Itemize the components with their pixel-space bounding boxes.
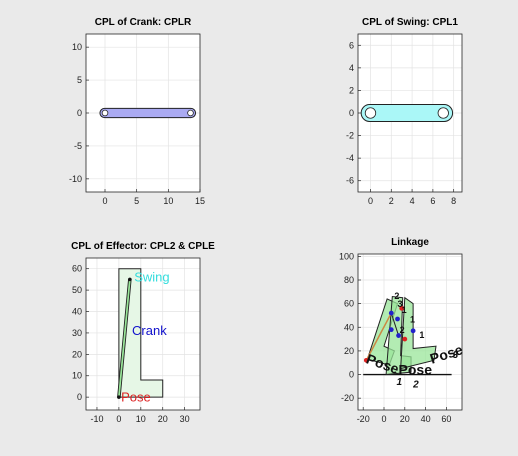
effector-panel: -10 0 10 20 30 0 10 20 30 40 50 60 CPL of Effector: …	[71, 241, 215, 424]
pin-joint	[364, 107, 377, 119]
joint-point	[388, 310, 394, 316]
x-tick-label: 8	[451, 196, 456, 206]
x-tick-label: -10	[90, 414, 103, 424]
y-tick-label: -6	[346, 176, 354, 186]
swing-panel: 0 2 4 6 8 -6 -4 -2 0 2 4 6 CPL of Swing: CPL1	[346, 17, 463, 206]
x-tick-label: 4	[410, 196, 415, 206]
y-tick-label: 100	[339, 251, 354, 261]
y-tick-label: 10	[72, 42, 82, 52]
y-tick-label: 0	[77, 392, 82, 402]
joint-label: 3	[398, 299, 403, 309]
coupler-link	[390, 312, 400, 336]
x-tick-label: 20	[400, 414, 410, 424]
y-tick-label: -2	[346, 131, 354, 141]
link-body	[360, 104, 454, 122]
joint-point	[399, 305, 405, 311]
crank-label: Crank	[132, 323, 167, 338]
y-tick-label: 40	[344, 322, 354, 332]
joint-point	[363, 357, 369, 363]
y-tick-label: 4	[349, 63, 354, 73]
axes-box	[357, 253, 463, 411]
x-tick-label: 0	[381, 414, 386, 424]
chart-title: CPL of Effector: CPL2 & CPLE	[71, 241, 215, 252]
link-body	[99, 107, 197, 119]
y-tick-label: -5	[74, 141, 82, 151]
y-tick-label: 10	[72, 371, 82, 381]
effector-outline	[118, 268, 164, 398]
crank-panel: 0 5 10 15 -10 -5 0 5 10 CPL of Crank: CPLR	[69, 17, 205, 206]
x-tick-label: 0	[368, 196, 373, 206]
y-tick-label: -10	[69, 174, 82, 184]
y-tick-label: 5	[77, 75, 82, 85]
x-tick-label: -20	[357, 414, 370, 424]
joint-point	[410, 328, 416, 334]
y-tick-label: 20	[72, 349, 82, 359]
pose-subscript: 2	[412, 380, 419, 391]
x-tick-label: 2	[389, 196, 394, 206]
joint-label: 2	[394, 291, 399, 301]
x-tick-label: 20	[158, 414, 168, 424]
joint-point	[402, 336, 408, 342]
joint-point	[396, 333, 401, 338]
y-tick-label: -20	[341, 393, 354, 403]
x-tick-label: 6	[430, 196, 435, 206]
pose-outline	[400, 296, 437, 370]
y-tick-label: 20	[344, 346, 354, 356]
joint-label: 1	[402, 305, 407, 315]
pin-joint	[437, 107, 449, 119]
x-tick-label: 10	[136, 414, 146, 424]
chart-title: CPL of Swing: CPL1	[362, 17, 458, 28]
axes-box	[85, 257, 201, 411]
y-tick-label: 0	[349, 108, 354, 118]
pin-joint	[101, 109, 109, 117]
pose-subscript: 3	[453, 350, 459, 361]
y-tick-label: 2	[349, 85, 354, 95]
x-tick-label: 15	[195, 196, 205, 206]
joint-label: 1	[410, 315, 415, 325]
y-tick-label: 6	[349, 40, 354, 50]
x-tick-label: 0	[116, 414, 121, 424]
y-tick-label: 60	[344, 299, 354, 309]
chart-title: CPL of Crank: CPLR	[95, 17, 192, 28]
joint-point	[395, 316, 400, 322]
pose-label: Pose	[121, 389, 151, 404]
x-tick-label: 60	[441, 414, 451, 424]
x-tick-label: 30	[180, 414, 190, 424]
y-tick-label: 30	[72, 328, 82, 338]
effector-pin	[117, 395, 121, 399]
y-tick-label: 60	[72, 264, 82, 274]
x-tick-label: 5	[134, 196, 139, 206]
y-tick-label: 80	[344, 275, 354, 285]
swing-label: Swing	[134, 270, 169, 285]
pose-subscript: 1	[396, 377, 402, 388]
pose-label: Pose	[399, 362, 433, 378]
joint-label: 2	[400, 325, 405, 335]
x-tick-label: 40	[421, 414, 431, 424]
joint-label: 1	[419, 330, 424, 340]
y-tick-label: 0	[349, 370, 354, 380]
y-tick-label: 0	[77, 108, 82, 118]
effector-pin	[128, 277, 132, 282]
y-tick-label: -4	[346, 153, 354, 163]
joint-point	[388, 327, 394, 333]
x-tick-label: 10	[163, 196, 173, 206]
x-tick-label: 0	[102, 196, 107, 206]
crank-link	[365, 312, 392, 361]
chart-title: Linkage	[391, 237, 429, 248]
pin-joint	[187, 109, 194, 117]
y-tick-label: 40	[72, 307, 82, 317]
y-tick-label: 50	[72, 285, 82, 295]
linkage-panel: -20 0 20 40 60-20020406080100Linkage231112Po…	[339, 237, 465, 424]
